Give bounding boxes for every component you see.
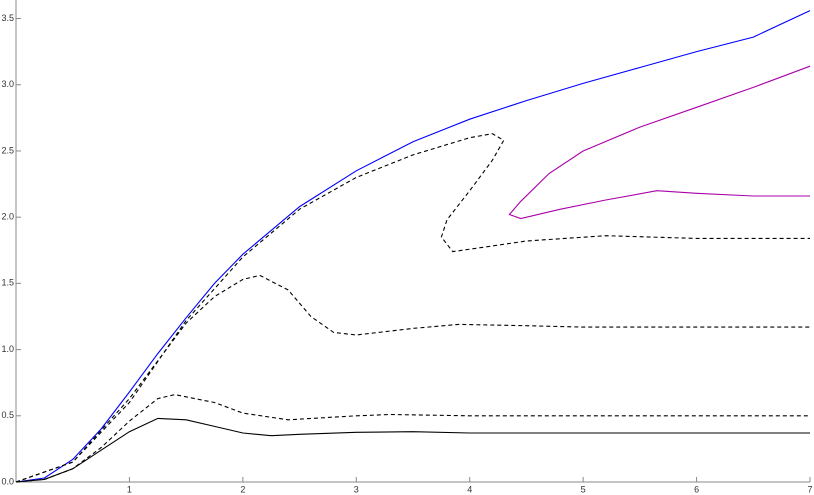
y-tick-label: 0.5	[1, 410, 14, 420]
y-tick-label: 2.0	[1, 212, 14, 222]
x-tick-label: 7	[807, 484, 812, 494]
series-line	[15, 133, 810, 483]
x-tick-label: 4	[467, 484, 472, 494]
y-tick-label: 3.0	[1, 79, 14, 89]
x-tick-label: 1	[127, 484, 132, 494]
series-line	[15, 10, 811, 483]
series-line	[15, 417, 810, 483]
x-tick-label: 5	[581, 484, 586, 494]
y-tick-label: 0.0	[1, 476, 14, 486]
x-tick-label: 2	[240, 484, 245, 494]
x-tick-label: 3	[354, 484, 359, 494]
y-tick-label: 1.5	[1, 278, 14, 288]
x-tick-label: 6	[694, 484, 699, 494]
series-line	[15, 274, 810, 483]
series-line	[508, 65, 811, 220]
y-tick-label: 1.0	[1, 344, 14, 354]
y-tick-label: 3.5	[1, 13, 14, 23]
series-line	[15, 394, 810, 483]
y-tick-label: 2.5	[1, 145, 14, 155]
